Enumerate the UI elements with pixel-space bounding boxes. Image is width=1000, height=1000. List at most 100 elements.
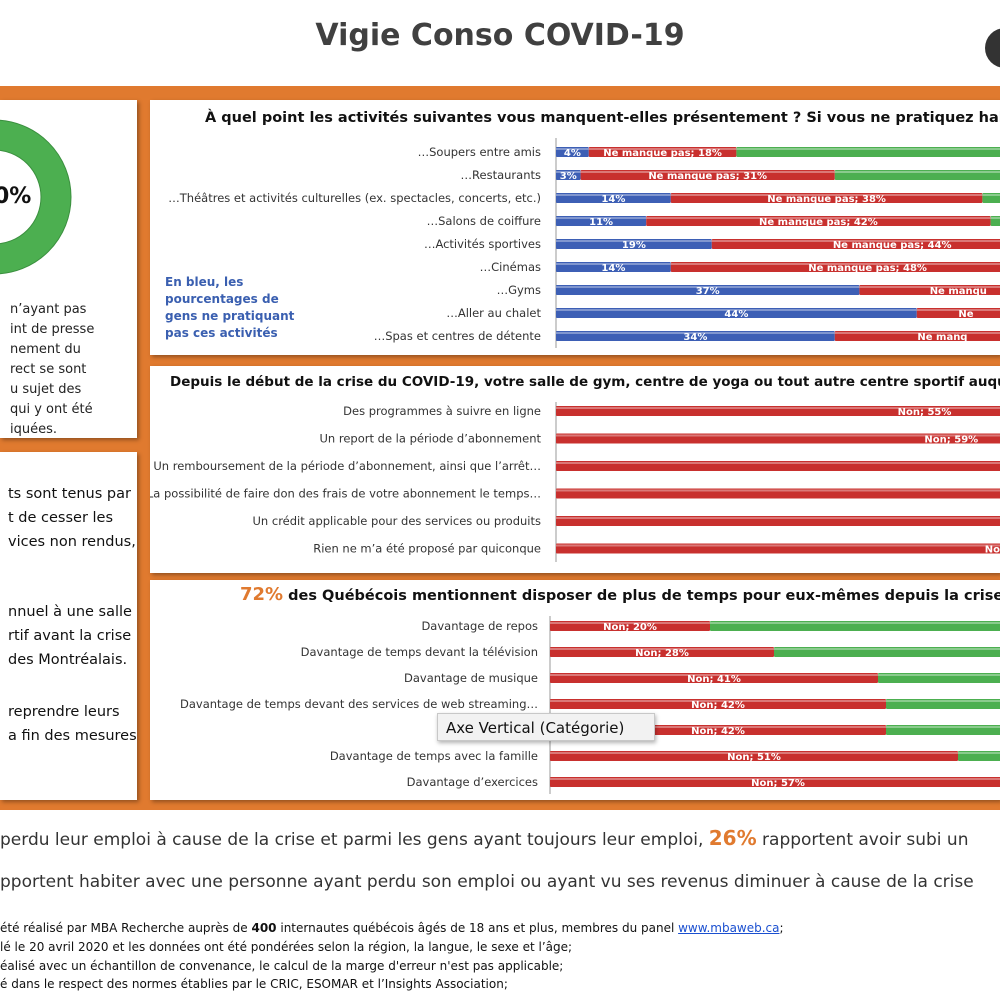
red-bar-shine	[556, 517, 1000, 519]
red-bar	[711, 239, 1000, 249]
left-bottom-line: reprendre leurs	[8, 704, 120, 720]
red-bar-shine	[556, 407, 1000, 409]
blue-bar-shine	[556, 217, 647, 219]
green-bar-shine	[736, 148, 1000, 150]
blue-bar-label: 3%	[560, 171, 577, 182]
red-bar	[556, 488, 1000, 499]
category-label: Davantage de temps devant la télévision	[301, 645, 538, 659]
green-bar	[710, 621, 1000, 631]
blue-bar-shine	[556, 240, 712, 242]
blue-bar-shine	[556, 332, 835, 334]
blue-bar-shine	[556, 194, 671, 196]
category-label: …Spas et centres de détente	[374, 329, 541, 343]
category-label: …Théâtres et activités culturelles (ex. …	[168, 191, 541, 205]
blue-bar-label: 4%	[564, 148, 581, 159]
category-label: La possibilité de faire don des frais de…	[150, 487, 541, 501]
left-bottom-line: a fin des mesures	[8, 728, 137, 744]
green-bar-shine	[774, 648, 1000, 650]
green-bar-shine	[878, 674, 1000, 676]
category-label: …Cinémas	[480, 260, 541, 274]
chart-3-title-highlight: 72%	[240, 584, 284, 605]
red-bar	[916, 308, 1000, 318]
red-bar-shine	[859, 286, 1000, 288]
bottom-line-1-end: rapportent avoir subi un	[756, 830, 969, 850]
left-top-line: int de presse	[10, 322, 95, 337]
category-label: Un remboursement de la période d’abonnem…	[153, 459, 541, 473]
chart-activities-panel: À quel point les activités suivantes vou…	[150, 100, 1000, 355]
red-bar-shine	[580, 171, 835, 173]
red-bar	[670, 262, 1000, 272]
left-top-line: qui y ont été	[10, 402, 93, 417]
red-bar-shine	[646, 217, 991, 219]
red-bar-label: Ne manq	[917, 332, 967, 343]
blue-bar-label: 44%	[724, 309, 748, 320]
category-label: Des programmes à suivre en ligne	[343, 404, 541, 418]
red-bar-shine	[550, 648, 774, 650]
green-bar	[834, 170, 1000, 180]
donut-chart	[0, 119, 72, 275]
bottom-line-1: perdu leur emploi à cause de la crise et…	[0, 826, 969, 850]
red-bar	[550, 621, 710, 631]
blue-bar	[556, 193, 671, 203]
category-label: Davantage de musique	[404, 671, 538, 685]
red-bar	[556, 406, 1000, 416]
left-bottom-panel: ts sont tenus par t de cesser les vices no…	[0, 452, 137, 800]
category-label: …Aller au chalet	[446, 306, 541, 320]
red-bar-label: Ne manqu	[930, 286, 987, 297]
left-bottom-line: vices non rendus,	[8, 534, 136, 550]
blue-bar-shine	[556, 286, 860, 288]
red-bar-shine	[550, 752, 958, 754]
red-bar-shine	[550, 674, 878, 676]
panel-link[interactable]: www.mbaweb.ca	[678, 921, 780, 935]
blue-bar-label: 34%	[683, 332, 707, 343]
red-bar-label: Ne manque pas; 42%	[759, 217, 878, 228]
blue-bar	[556, 239, 712, 249]
blue-bar	[556, 262, 671, 272]
green-bar	[886, 725, 1000, 735]
blue-note: En bleu, les pourcentages de gens ne pra…	[165, 275, 295, 340]
blue-bar-label: 14%	[601, 194, 625, 205]
chart-gym-panel: Depuis le début de la crise du COVID-19,…	[150, 366, 1000, 573]
logo-icon	[985, 28, 1000, 68]
red-bar	[580, 170, 835, 180]
green-bar	[878, 673, 1000, 683]
category-label: …Soupers entre amis	[418, 145, 541, 159]
footnote-4: é dans le respect des normes établies pa…	[0, 977, 508, 991]
footnote-1-text: été réalisé par MBA Recherche auprès de	[0, 921, 252, 935]
bottom-line-1-highlight: 26%	[708, 826, 757, 850]
red-bar-shine	[550, 622, 710, 624]
left-top-line: n’ayant pas	[10, 302, 87, 317]
red-bar-shine	[550, 726, 886, 728]
red-bar-shine	[670, 263, 1000, 265]
red-bar	[550, 673, 878, 683]
red-bar-label: Non; 20%	[603, 622, 657, 633]
blue-bar-label: 19%	[622, 240, 646, 251]
donut-percentage: 0%	[0, 184, 32, 209]
left-top-line: nement du	[10, 342, 81, 357]
red-bar	[556, 543, 1000, 554]
chart-1-title: À quel point les activités suivantes vou…	[205, 110, 1000, 126]
category-label: Davantage de repos	[421, 619, 538, 633]
red-bar-shine	[556, 462, 1000, 464]
blue-bar-shine	[556, 263, 671, 265]
blue-bar-shine	[556, 171, 581, 173]
left-top-line: rect se sont	[10, 362, 87, 377]
footnote-1-end: ;	[779, 921, 784, 935]
left-bottom-line: rtif avant la crise	[8, 628, 132, 644]
red-bar-label: Non; 55%	[898, 407, 952, 418]
red-bar-label: Non; 57%	[751, 778, 805, 789]
category-label: Davantage d’exercices	[407, 775, 538, 789]
red-bar-shine	[711, 240, 1000, 242]
green-bar-shine	[886, 700, 1000, 702]
blue-bar	[556, 308, 917, 318]
red-bar-label: Non; 42%	[691, 726, 745, 737]
chart-2-title: Depuis le début de la crise du COVID-19,…	[170, 374, 1000, 390]
red-bar-label: Ne manque pas; 31%	[648, 171, 767, 182]
left-bottom-line: des Montréalais.	[8, 652, 128, 668]
red-bar	[588, 147, 737, 157]
chart-2-svg: Des programmes à suivre en ligne Non; 55%…	[150, 402, 1000, 562]
blue-bar-shine	[556, 148, 589, 150]
red-bar	[550, 751, 958, 761]
chart-3-title: 72% des Québécois mentionnent disposer d…	[240, 584, 1000, 605]
red-bar-shine	[670, 194, 983, 196]
